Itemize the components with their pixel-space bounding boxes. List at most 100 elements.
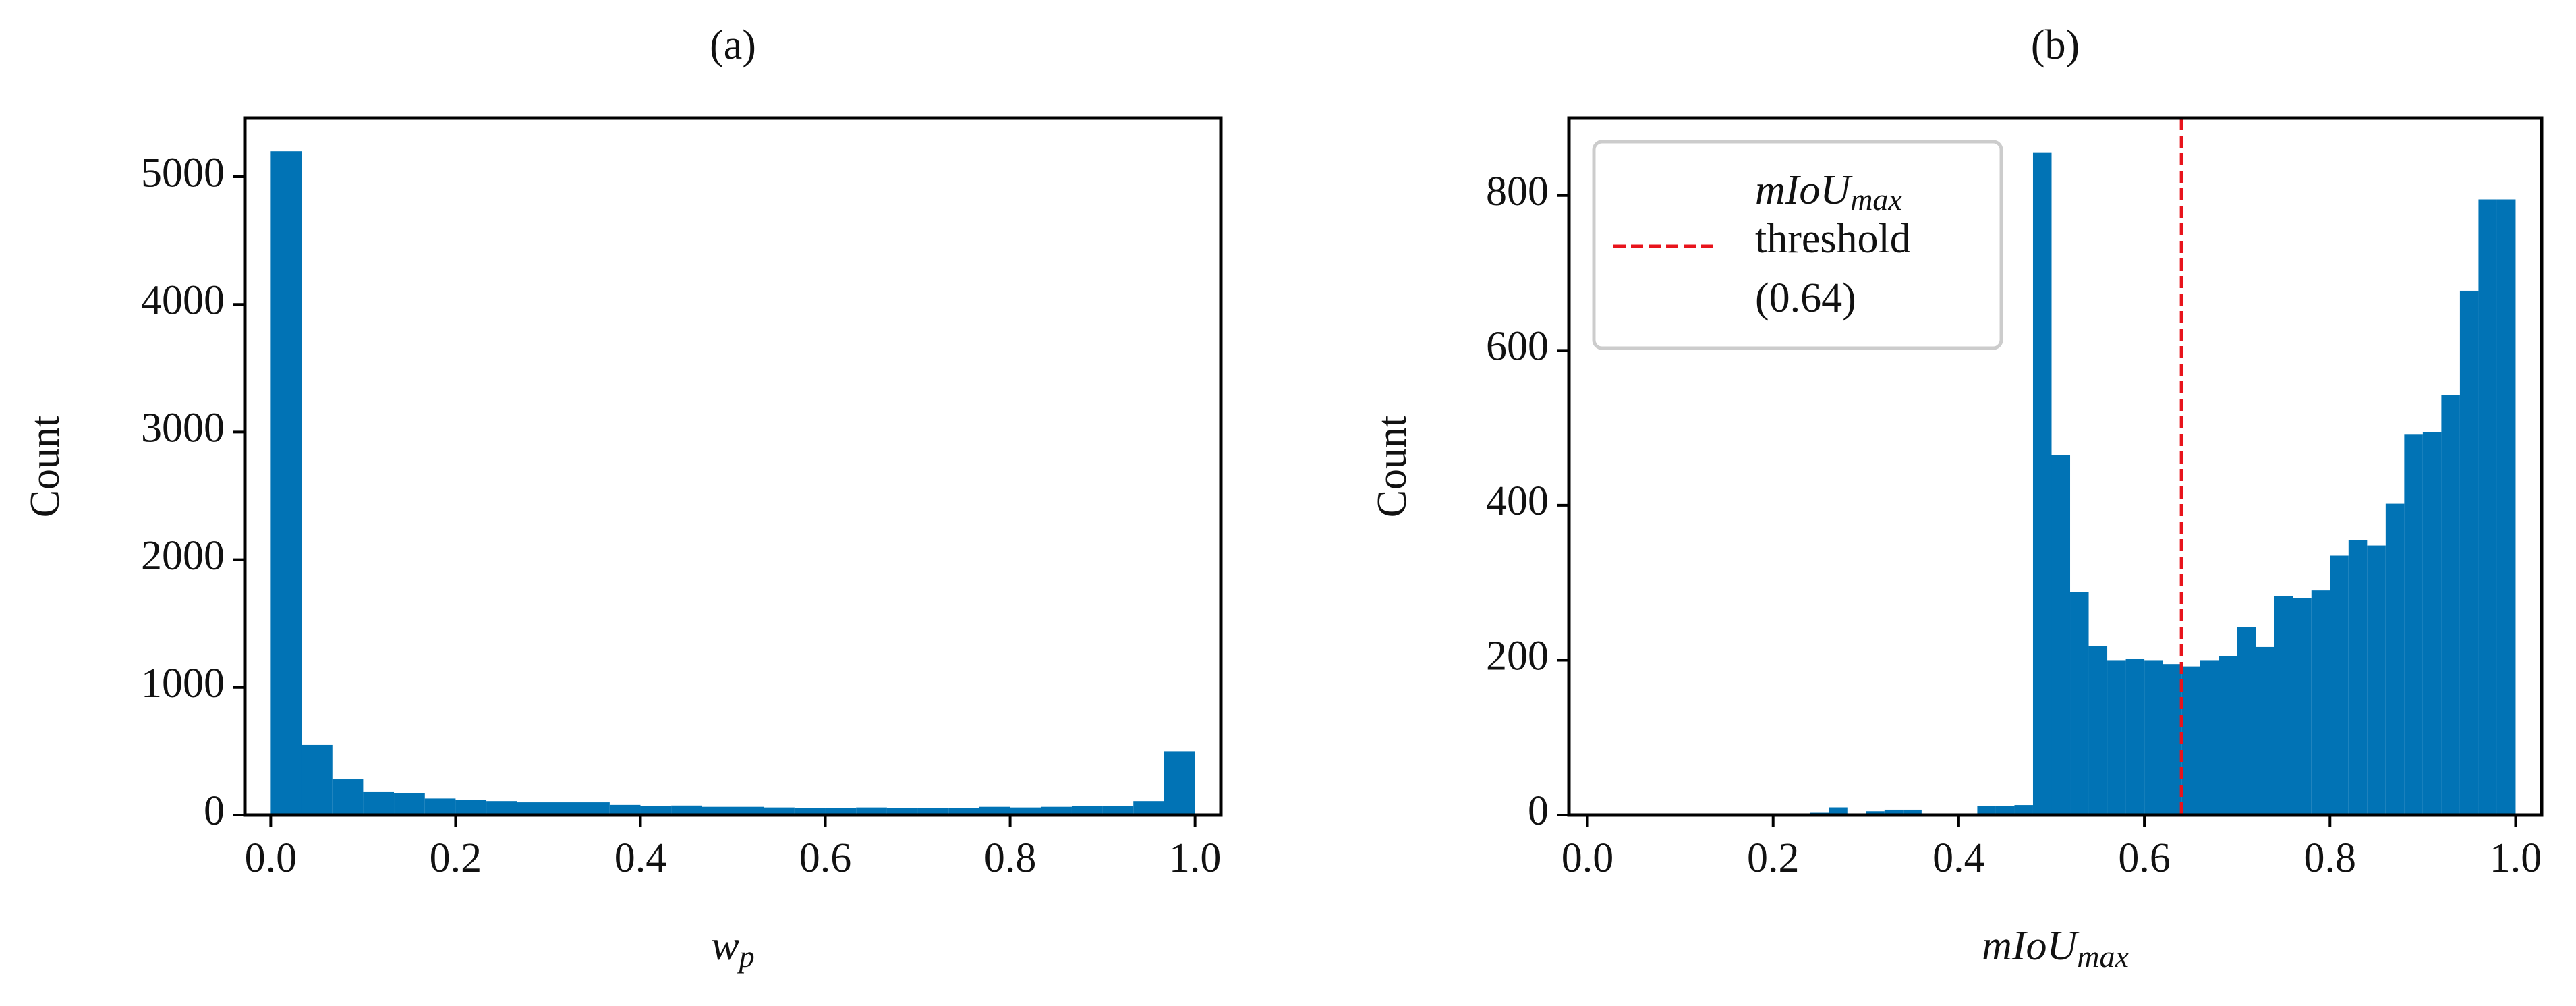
bar bbox=[794, 808, 826, 815]
bar bbox=[579, 802, 610, 815]
bar bbox=[640, 806, 672, 815]
bar bbox=[1977, 806, 1996, 815]
y-tick-label: 200 bbox=[1486, 634, 1549, 679]
bar bbox=[2032, 152, 2052, 815]
legend-label-sub: max bbox=[1850, 182, 1902, 217]
bar bbox=[332, 779, 364, 815]
x-tick-label: 0.2 bbox=[1747, 835, 1800, 881]
x-tick-label: 0.4 bbox=[1933, 835, 1985, 881]
bar bbox=[948, 808, 979, 815]
bar bbox=[2088, 646, 2108, 815]
bar bbox=[2330, 555, 2349, 815]
x-tick-label: 0.8 bbox=[2304, 835, 2357, 881]
bar bbox=[424, 798, 456, 815]
bar bbox=[1995, 806, 2015, 815]
bar bbox=[671, 805, 702, 815]
y-tick-label: 1000 bbox=[141, 661, 225, 706]
x-tick-label: 0.6 bbox=[2118, 835, 2171, 881]
y-tick-label: 400 bbox=[1486, 478, 1549, 524]
bar bbox=[455, 800, 487, 815]
bar bbox=[2348, 540, 2368, 815]
bar bbox=[363, 791, 395, 815]
bar bbox=[2441, 395, 2460, 815]
x-tick-label: 0.2 bbox=[430, 835, 482, 881]
bar bbox=[2051, 455, 2071, 815]
y-axis-label: Count bbox=[1369, 416, 1415, 518]
y-tick-label: 3000 bbox=[141, 406, 225, 451]
x-label-sub: p bbox=[737, 939, 755, 974]
bar bbox=[2311, 590, 2330, 815]
bar bbox=[2385, 503, 2405, 815]
legend-label-main: mIoU bbox=[1755, 167, 1853, 213]
chart-title: (b) bbox=[2031, 22, 2080, 68]
bar bbox=[517, 802, 548, 815]
bar bbox=[2200, 660, 2219, 815]
y-tick-label: 0 bbox=[1528, 788, 1549, 834]
y-tick-label: 0 bbox=[204, 788, 225, 834]
bar bbox=[1829, 807, 1848, 815]
bar bbox=[886, 808, 918, 815]
bar bbox=[2070, 592, 2089, 815]
bar bbox=[764, 807, 795, 815]
bar bbox=[301, 744, 333, 815]
bar bbox=[2219, 656, 2237, 815]
chart-title: (a) bbox=[710, 22, 756, 68]
bar bbox=[2404, 434, 2423, 815]
y-tick-label: 4000 bbox=[141, 277, 225, 323]
bar bbox=[917, 808, 949, 815]
y-tick-label: 600 bbox=[1486, 324, 1549, 370]
bar bbox=[2293, 598, 2312, 815]
bar bbox=[2163, 664, 2182, 815]
x-tick-label: 0.0 bbox=[1562, 835, 1614, 881]
bar bbox=[548, 802, 579, 815]
plot-frame bbox=[1567, 116, 2544, 817]
bar bbox=[856, 807, 887, 815]
bar bbox=[1133, 801, 1165, 815]
bar bbox=[2459, 290, 2479, 815]
x-tick-label: 0.6 bbox=[799, 835, 852, 881]
legend-label: (0.64) bbox=[1755, 275, 1856, 321]
bar bbox=[2107, 660, 2126, 815]
bar bbox=[1041, 806, 1072, 815]
y-tick-label: 5000 bbox=[141, 150, 225, 196]
bar bbox=[2144, 660, 2163, 815]
bar bbox=[2422, 432, 2442, 815]
bar bbox=[1071, 806, 1103, 815]
bar bbox=[2256, 646, 2274, 815]
bar bbox=[1884, 809, 1904, 815]
bar bbox=[394, 793, 425, 815]
bar bbox=[486, 801, 517, 815]
bar bbox=[702, 806, 733, 815]
legend-label: threshold bbox=[1755, 216, 1911, 262]
bar bbox=[2237, 627, 2256, 815]
x-axis-label: mIoUmax bbox=[1982, 923, 2129, 973]
bar bbox=[979, 806, 1010, 815]
y-tick-label: 2000 bbox=[141, 533, 225, 579]
bar bbox=[609, 804, 641, 815]
bar bbox=[2367, 545, 2386, 815]
bar bbox=[2014, 805, 2033, 815]
y-tick-label: 800 bbox=[1486, 169, 1549, 215]
bar bbox=[825, 808, 857, 815]
bar bbox=[1903, 809, 1922, 815]
x-tick-label: 1.0 bbox=[2490, 835, 2542, 881]
x-axis-label: wp bbox=[711, 923, 754, 973]
bar bbox=[2125, 659, 2145, 815]
bar bbox=[1102, 806, 1134, 815]
bar bbox=[2478, 199, 2497, 815]
x-tick-label: 0.0 bbox=[245, 835, 297, 881]
x-tick-label: 0.8 bbox=[984, 835, 1037, 881]
x-label-main: w bbox=[711, 923, 739, 969]
x-label-sub: max bbox=[2077, 939, 2129, 974]
legend-label: mIoUmax bbox=[1755, 167, 1902, 216]
y-axis-label: Count bbox=[22, 416, 68, 518]
x-label-main: mIoU bbox=[1982, 923, 2080, 969]
bar bbox=[1164, 751, 1195, 815]
x-tick-label: 0.4 bbox=[614, 835, 667, 881]
bar bbox=[2496, 199, 2516, 815]
bar bbox=[1010, 807, 1041, 815]
bar bbox=[2274, 596, 2293, 815]
bar bbox=[2181, 666, 2200, 815]
legend-box bbox=[1592, 140, 2003, 350]
